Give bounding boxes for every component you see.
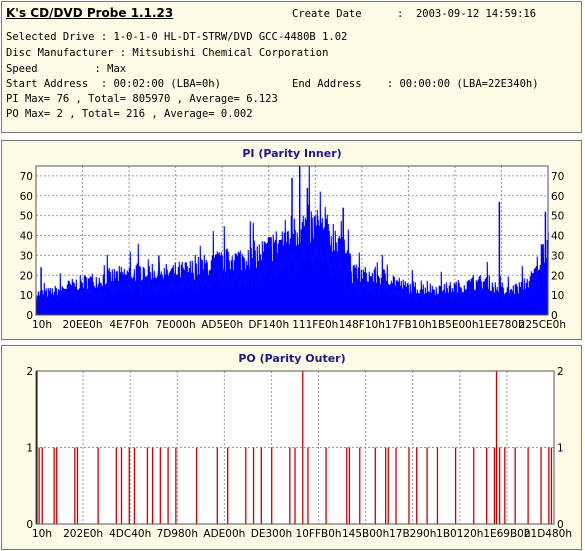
y-tick-label-right: 30	[551, 250, 564, 262]
y-tick-label-left: 2	[26, 366, 33, 378]
pi-chart-title: PI (Parity Inner)	[242, 147, 341, 160]
x-tick-label: 4E7F0h	[109, 319, 148, 331]
x-tick-label: 17B290h	[389, 528, 436, 540]
create-date-value: : 2003-09-12 14:59:16	[397, 8, 537, 20]
x-tick-label: 4DC40h	[109, 528, 151, 540]
y-tick-label-right: 70	[551, 171, 564, 183]
x-tick-label: ADE00h	[203, 528, 245, 540]
y-tick-label-left: 1	[26, 443, 33, 455]
po-chart: 0 0 1 1 2 2 10h 202E0h 4DC40h 7D980h ADE00h DE300h 1…	[26, 352, 572, 540]
y-tick-label-right: 1	[557, 443, 564, 455]
y-tick-label-right: 20	[551, 270, 564, 282]
x-tick-label: 7D980h	[157, 528, 198, 540]
y-tick-label-right: 40	[551, 231, 564, 243]
y-tick-label-left: 20	[20, 270, 33, 282]
po-summary-line: PO Max= 2 , Total= 216 , Average= 0.002	[6, 108, 253, 120]
pi-summary-line: PI Max= 76 , Total= 805970 , Average= 6.…	[6, 93, 278, 105]
y-tick-label-right: 2	[557, 366, 564, 378]
create-date-label: Create Date	[292, 8, 362, 20]
y-tick-label-left: 70	[20, 171, 33, 183]
x-tick-label: 10h	[32, 319, 52, 331]
disc-manufacturer-line: Disc Manufacturer : Mitsubishi Chemical …	[6, 47, 329, 59]
x-tick-label: 10h	[32, 528, 52, 540]
x-tick-label: 7E000h	[156, 319, 196, 331]
y-tick-label-left: 10	[20, 290, 33, 302]
end-address-line: End Address : 00:00:00 (LBA=22E340h)	[292, 78, 539, 90]
x-tick-label: 225CE0h	[519, 319, 566, 331]
x-tick-label: 148F10h	[339, 319, 385, 331]
x-tick-label: 1B0120h	[436, 528, 483, 540]
x-tick-label: DE300h	[251, 528, 292, 540]
y-tick-label-left: 40	[20, 231, 33, 243]
app-title: K's CD/DVD Probe 1.1.23	[6, 6, 174, 20]
y-tick-label-left: 60	[20, 191, 33, 203]
x-tick-label: 202E0h	[63, 528, 103, 540]
x-tick-label: 20EE0h	[63, 319, 103, 331]
y-tick-label-left: 0	[26, 310, 33, 322]
x-tick-label: 145B00h	[342, 528, 389, 540]
y-tick-label-left: 0	[26, 519, 33, 531]
selected-drive-line: Selected Drive : 1-0-1-0 HL-DT-STRW/DVD …	[6, 31, 348, 43]
y-tick-label-right: 60	[551, 191, 564, 203]
y-tick-label-left: 30	[20, 250, 33, 262]
x-tick-label: AD5E0h	[201, 319, 243, 331]
speed-line: Speed : Max	[6, 63, 127, 75]
y-tick-label-right: 50	[551, 211, 564, 223]
plot-frame	[35, 370, 555, 525]
y-tick-label-right: 10	[551, 290, 564, 302]
pi-chart: 0 0 10 10 20 20 30 30 40 40 50 50 60 60 70 70 10h 20EE0h 4…	[20, 147, 566, 331]
plot-frame	[35, 165, 549, 316]
info-panel: K's CD/DVD Probe 1.1.23 Create Date : 20…	[1, 1, 582, 133]
x-tick-label: 111FE0h	[292, 319, 338, 331]
start-address-line: Start Address : 00:02:00 (LBA=0h)	[6, 78, 221, 90]
y-tick-label-right: 0	[557, 519, 564, 531]
x-tick-label: 1EE780h	[478, 319, 525, 331]
x-tick-label: 17FB10h	[385, 319, 432, 331]
pi-chart-panel: 0 0 10 10 20 20 30 30 40 40 50 50 60 60 70 70 10h 20EE0h 4…	[1, 140, 582, 340]
po-chart-title: PO (Parity Outer)	[238, 352, 345, 365]
y-tick-label-right: 0	[551, 310, 558, 322]
x-tick-label: 10FFB0h	[296, 528, 342, 540]
y-tick-label-left: 50	[20, 211, 33, 223]
x-tick-label: DF140h	[248, 319, 289, 331]
po-chart-panel: 0 0 1 1 2 2 10h 202E0h 4DC40h 7D980h ADE00h DE300h 1…	[1, 345, 582, 550]
x-tick-label: 21D480h	[524, 528, 572, 540]
x-tick-label: 1B5E00h	[431, 319, 478, 331]
x-tick-label: 1E69B0h	[483, 528, 530, 540]
